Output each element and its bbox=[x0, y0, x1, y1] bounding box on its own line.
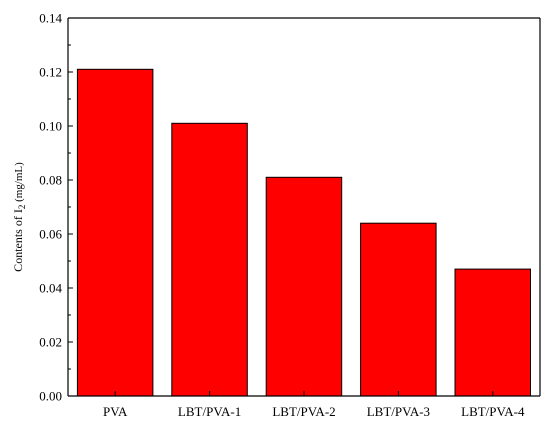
bar-4 bbox=[454, 268, 531, 397]
bar-0 bbox=[76, 68, 154, 397]
x-tick-label-0: PVA bbox=[103, 404, 128, 419]
bar-3 bbox=[360, 222, 437, 397]
bar-2 bbox=[265, 176, 343, 397]
bar-1 bbox=[171, 122, 248, 397]
x-tick-label-4: LBT/PVA-4 bbox=[461, 404, 525, 419]
y-tick-label-0: 0.00 bbox=[39, 389, 62, 404]
y-tick-label-2: 0.04 bbox=[39, 281, 62, 296]
y-tick-label-4: 0.08 bbox=[39, 173, 62, 188]
bars-group bbox=[76, 68, 531, 397]
y-axis-label: Contents of I2 (mg/mL) bbox=[11, 162, 27, 272]
x-tick-label-1: LBT/PVA-1 bbox=[178, 404, 241, 419]
y-tick-label-6: 0.12 bbox=[39, 65, 62, 80]
y-tick-label-1: 0.02 bbox=[39, 335, 62, 350]
x-ticks-group: PVA LBT/PVA-1 LBT/PVA-2 LBT/PVA-3 LBT/PVA-4 bbox=[103, 391, 525, 419]
x-tick-label-3: LBT/PVA-3 bbox=[367, 404, 430, 419]
x-tick-label-2: LBT/PVA-2 bbox=[272, 404, 335, 419]
y-ticks-group: 0.00 0.02 0.04 0.06 0.08 0.10 0.12 0.14 bbox=[39, 11, 73, 404]
y-tick-label-3: 0.06 bbox=[39, 227, 62, 242]
y-tick-label-5: 0.10 bbox=[39, 119, 62, 134]
y-tick-label-7: 0.14 bbox=[39, 11, 62, 26]
